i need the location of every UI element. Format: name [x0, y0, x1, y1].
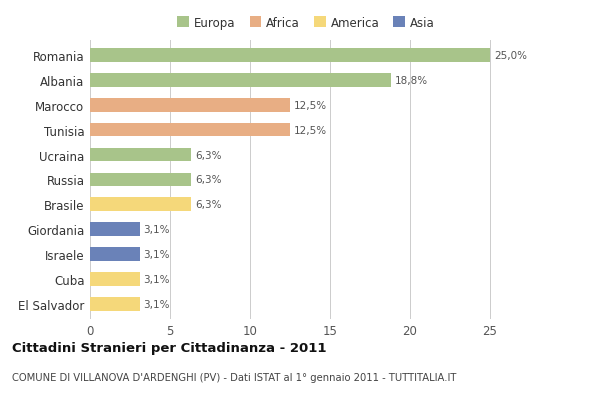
Bar	[90, 173, 191, 187]
Bar	[90, 74, 391, 88]
Text: 12,5%: 12,5%	[294, 101, 327, 110]
Text: 6,3%: 6,3%	[195, 175, 221, 185]
Bar	[90, 272, 140, 286]
Text: 3,1%: 3,1%	[143, 274, 170, 284]
Bar	[90, 247, 140, 261]
Text: 3,1%: 3,1%	[143, 299, 170, 309]
Bar	[90, 223, 140, 236]
Text: 12,5%: 12,5%	[294, 125, 327, 135]
Legend: Europa, Africa, America, Asia: Europa, Africa, America, Asia	[178, 16, 434, 29]
Bar	[90, 49, 490, 63]
Text: 6,3%: 6,3%	[195, 150, 221, 160]
Bar	[90, 297, 140, 311]
Text: Cittadini Stranieri per Cittadinanza - 2011: Cittadini Stranieri per Cittadinanza - 2…	[12, 342, 326, 355]
Bar	[90, 124, 290, 137]
Bar	[90, 198, 191, 211]
Text: 3,1%: 3,1%	[143, 249, 170, 259]
Bar	[90, 99, 290, 112]
Text: 6,3%: 6,3%	[195, 200, 221, 210]
Text: 25,0%: 25,0%	[494, 51, 527, 61]
Text: 18,8%: 18,8%	[395, 76, 428, 85]
Bar	[90, 148, 191, 162]
Text: 3,1%: 3,1%	[143, 225, 170, 235]
Text: COMUNE DI VILLANOVA D'ARDENGHI (PV) - Dati ISTAT al 1° gennaio 2011 - TUTTITALIA: COMUNE DI VILLANOVA D'ARDENGHI (PV) - Da…	[12, 372, 457, 382]
